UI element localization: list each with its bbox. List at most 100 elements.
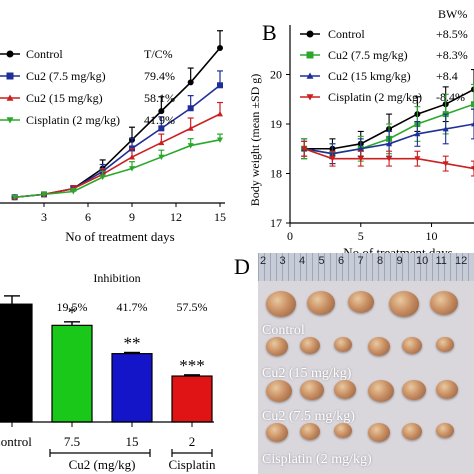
panel-a-point <box>158 125 165 132</box>
panel-letter-d: D <box>234 254 250 279</box>
panel-c-category-label: 7.5 <box>64 434 80 449</box>
panel-b-point <box>329 156 336 162</box>
panel-b-y-label: Body weight (mean ±SD g) <box>248 74 262 207</box>
tumor-specimen <box>334 423 352 439</box>
panel-a-point <box>217 137 223 143</box>
panel-c-significance: * <box>68 303 77 322</box>
ruler-number: 8 <box>377 255 384 267</box>
panel-b-legend-header: BW% <box>438 7 467 21</box>
panel-a-legend-label: Cu2 (15 mg/kg) <box>26 91 103 105</box>
panel-a-point <box>187 143 194 149</box>
panel-b-legend-marker <box>306 94 314 101</box>
panel-c-category-label: 15 <box>126 434 139 449</box>
tumor-specimen <box>300 423 320 440</box>
panel-c-group-label: Cu2 (mg/kg) <box>69 457 136 472</box>
tumor-specimen <box>430 291 458 315</box>
panel-b-legend-value: +8.3% <box>436 48 468 62</box>
panel-a-legend-value: 41.9% <box>144 113 175 127</box>
tumor-specimen <box>436 337 454 353</box>
panel-a-point <box>99 174 106 181</box>
panel-a-legend-value: 79.4% <box>144 69 175 83</box>
panel-c-group-label: Cisplatin <box>169 457 216 472</box>
ruler-number: 7 <box>357 255 364 267</box>
panel-a-x-tick-label: 15 <box>214 210 226 224</box>
panel-b-legend-label: Cu2 (15 kmg/kg) <box>328 69 411 83</box>
panel-a-x-tick-label: 9 <box>129 210 135 224</box>
panel-c-bar <box>0 303 33 423</box>
ruler-number: 9 <box>396 255 403 267</box>
tumor-row-label: Cu2 (7.5 mg/kg) <box>262 409 355 424</box>
panel-b-legend-value: -8.4% <box>436 90 465 104</box>
panel-b-legend-label: Cisplatin (2 mg/kg) <box>328 90 422 104</box>
tumor-specimen <box>402 337 422 354</box>
panel-a-point <box>158 139 165 146</box>
tumor-specimen <box>300 337 320 354</box>
tumor-specimen <box>389 291 419 317</box>
tumor-specimen <box>300 380 324 401</box>
panel-b-point <box>386 140 393 147</box>
panel-a-point <box>217 82 223 89</box>
panel-b-x-tick-label: 10 <box>426 229 438 243</box>
tumor-specimen <box>266 291 296 317</box>
tumor-specimen <box>368 380 394 403</box>
panel-b-x-tick-label: 0 <box>287 229 293 243</box>
ruler-number: 3 <box>279 255 286 267</box>
panel-a-point <box>129 154 135 160</box>
panel-c-bar <box>111 353 153 423</box>
panel-b-point <box>357 145 364 152</box>
panel-b-y-tick-label: 20 <box>270 68 282 82</box>
panel-b-point <box>357 156 364 162</box>
panel-c-title: Inhibition <box>93 271 140 285</box>
panel-c-bar <box>171 375 213 423</box>
panel-b-point <box>442 161 449 167</box>
panel-b-legend-label: Control <box>328 27 365 41</box>
panel-b-point <box>471 166 474 172</box>
tumor-specimen <box>266 337 288 356</box>
tumor-row-label: Cisplatin (2 mg/kg) <box>262 452 372 467</box>
panel-b-y-tick-label: 19 <box>270 117 282 131</box>
panel-a-legend-header: T/C% <box>144 47 173 61</box>
panel-a-legend-label: Control <box>26 47 63 61</box>
tumor-specimen <box>368 337 390 356</box>
panel-a-legend-marker <box>6 117 14 124</box>
panel-a-point <box>187 105 194 112</box>
panel-a-point <box>217 111 223 117</box>
panel-a-series-line <box>14 139 221 199</box>
panel-a-point <box>217 44 223 51</box>
panel-b-legend-marker <box>306 30 314 38</box>
panel-b-y-tick-label: 18 <box>270 167 282 181</box>
panel-a-legend-value: 58.1% <box>144 91 175 105</box>
panel-c-category-label: Control <box>0 434 32 449</box>
panel-a-legend-label: Cu2 (7.5 mg/kg) <box>26 69 106 83</box>
panel-b-point <box>471 121 474 127</box>
panel-b-x-tick-label: 5 <box>358 229 364 243</box>
ruler-number: 5 <box>318 255 325 267</box>
panel-a-point <box>129 166 135 172</box>
tumor-specimen <box>368 423 390 442</box>
panel-a-x-tick-label: 6 <box>85 210 91 224</box>
panel-b-legend-marker <box>306 51 314 59</box>
tumor-specimen <box>348 291 374 314</box>
panel-b-legend-label: Cu2 (7.5 mg/kg) <box>328 48 408 62</box>
tumor-photo-panel: 2 3 4 5 6 7 8 9 10 11 12 Control Cu2 (15 mg/kg) Cu2 … <box>258 253 474 474</box>
panel-a-point <box>158 154 165 161</box>
tumor-specimen <box>334 337 352 353</box>
panel-c-category-label: 2 <box>189 434 196 449</box>
panel-a-point <box>70 189 77 195</box>
tumor-specimen <box>436 380 458 399</box>
tumor-specimen <box>334 380 356 399</box>
panel-a-legend-marker <box>6 94 14 101</box>
panel-b-point <box>414 130 421 137</box>
panel-a-point <box>158 108 165 115</box>
panel-a-point <box>187 79 194 86</box>
panel-c-significance: ** <box>124 333 141 352</box>
panel-a-x-tick-label: 12 <box>170 210 182 224</box>
panel-b-legend-value: +8.5% <box>436 27 468 41</box>
tumor-specimen <box>402 423 422 440</box>
panel-c-inhibition-label: 19.5% <box>57 300 88 314</box>
tumor-specimen <box>436 423 454 439</box>
ruler: 2 3 4 5 6 7 8 9 10 11 12 <box>258 253 474 281</box>
panel-b-point <box>442 125 449 132</box>
panel-a-legend-label: Cisplatin (2 mg/kg) <box>26 113 120 127</box>
